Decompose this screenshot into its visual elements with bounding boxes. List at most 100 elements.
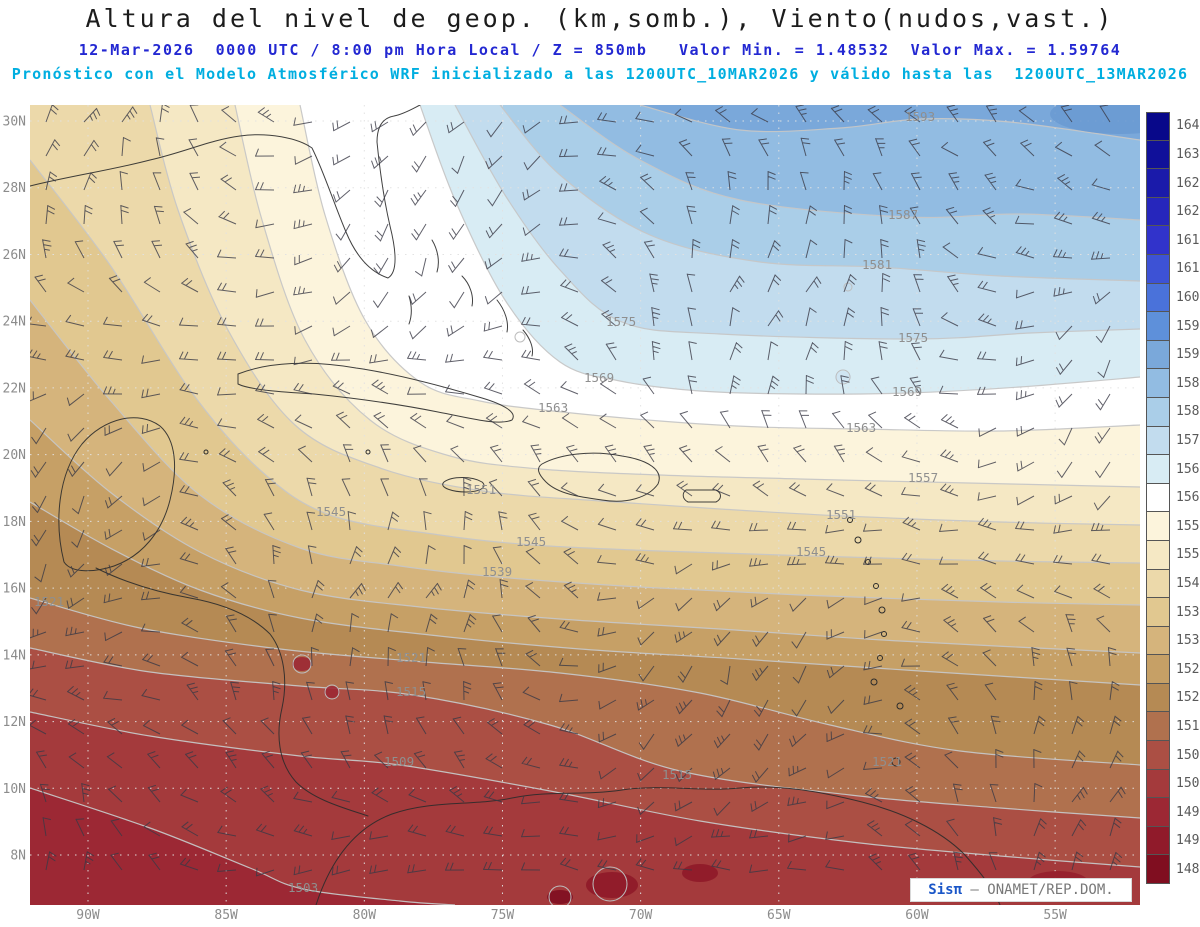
lat-tick-label: 20N bbox=[3, 448, 26, 463]
lat-tick-label: 12N bbox=[3, 715, 26, 730]
lon-tick-label: 90W bbox=[76, 908, 100, 923]
colorbar-label: 1575 bbox=[1176, 432, 1200, 448]
colorbar-label: 1587 bbox=[1176, 375, 1200, 391]
contour-label: 1521 bbox=[872, 754, 902, 769]
lon-tick-label: 70W bbox=[629, 908, 653, 923]
contour-label: 1551 bbox=[466, 482, 496, 497]
colorbar-label: 1623 bbox=[1176, 204, 1200, 220]
colorbar bbox=[1146, 112, 1170, 885]
colorbar-label: 1497 bbox=[1176, 804, 1200, 820]
contour-label: 1515 bbox=[662, 767, 692, 782]
contour-lines bbox=[30, 105, 1140, 905]
contour-label: 1569 bbox=[892, 384, 922, 399]
contour-label: 1593 bbox=[905, 109, 935, 124]
lon-tick-label: 75W bbox=[491, 908, 515, 923]
colorbar-segment bbox=[1146, 855, 1170, 885]
colorbar-label: 1545 bbox=[1176, 575, 1200, 591]
wind-barbs bbox=[30, 105, 1126, 877]
contour-labels: 1593 1587 1581 1575 1575 1569 1569 1563 1563 1557… bbox=[34, 109, 938, 895]
subtitle-model-info: Pronóstico con el Modelo Atmosférico WRF… bbox=[11, 65, 1189, 83]
lat-tick-label: 8N bbox=[10, 849, 26, 864]
contour-label: 1545 bbox=[516, 534, 546, 549]
colorbar-segment bbox=[1146, 283, 1170, 313]
colorbar-label: 1515 bbox=[1176, 718, 1200, 734]
colorbar-label: 1599 bbox=[1176, 318, 1200, 334]
colorbar-label: 1503 bbox=[1176, 776, 1200, 792]
colorbar-segment bbox=[1146, 626, 1170, 656]
colorbar-label: 1557 bbox=[1176, 518, 1200, 534]
field-bands bbox=[30, 105, 1140, 905]
contour-label: 1557 bbox=[908, 470, 938, 485]
colorbar-segment bbox=[1146, 140, 1170, 170]
contour-label: 1587 bbox=[888, 207, 918, 222]
colorbar-label: 1533 bbox=[1176, 633, 1200, 649]
colorbar-label: 1551 bbox=[1176, 547, 1200, 563]
attribution: Sisπ – ONAMET/REP.DOM. bbox=[910, 878, 1132, 902]
lat-tick-label: 26N bbox=[3, 248, 26, 263]
lat-tick-label: 10N bbox=[3, 782, 26, 797]
colorbar-label: 1539 bbox=[1176, 604, 1200, 620]
contour-label: 1563 bbox=[846, 420, 876, 435]
lon-tick-label: 85W bbox=[214, 908, 238, 923]
grid-lines bbox=[30, 105, 1140, 905]
contour-label: 1503 bbox=[288, 880, 318, 895]
contour-label: 1563 bbox=[538, 400, 568, 415]
colorbar-label: 1581 bbox=[1176, 404, 1200, 420]
colorbar-label: 1629 bbox=[1176, 175, 1200, 191]
colorbar-segment bbox=[1146, 226, 1170, 255]
colorbar-segment bbox=[1146, 512, 1170, 541]
lon-tick-label: 80W bbox=[353, 908, 377, 923]
lat-tick-label: 22N bbox=[3, 381, 26, 396]
colorbar-segment bbox=[1146, 712, 1170, 742]
lon-tick-label: 65W bbox=[767, 908, 791, 923]
lon-tick-label: 55W bbox=[1043, 908, 1067, 923]
contour-label: 1539 bbox=[482, 564, 512, 579]
contour-label: 1569 bbox=[584, 370, 614, 385]
contour-label: 1521 bbox=[34, 594, 64, 609]
colorbar-label: 1593 bbox=[1176, 347, 1200, 363]
attribution-text: – ONAMET/REP.DOM. bbox=[962, 882, 1114, 898]
colorbar-segment bbox=[1146, 455, 1170, 484]
lat-tick-label: 24N bbox=[3, 315, 26, 330]
contour-label: 1515 bbox=[396, 684, 426, 699]
colorbar-label: 1563 bbox=[1176, 490, 1200, 506]
colorbar-label: 1509 bbox=[1176, 747, 1200, 763]
axis-labels: 30N 28N 26N 24N 22N 20N 18N 16N 14N 12N 10N 8N 90W 85… bbox=[3, 115, 1068, 924]
subtitle-valid-time: 12-Mar-2026 0000 UTC / 8:00 pm Hora Loca… bbox=[78, 41, 1122, 59]
contour-label: 1545 bbox=[796, 544, 826, 559]
feature-blobs bbox=[292, 105, 1140, 905]
colorbar-label: 1485 bbox=[1176, 861, 1200, 877]
colorbar-segment bbox=[1146, 169, 1170, 198]
colorbar-label: 1527 bbox=[1176, 661, 1200, 677]
colorbar-segment bbox=[1146, 569, 1170, 599]
colorbar-label: 1521 bbox=[1176, 690, 1200, 706]
contour-label: 1521 bbox=[396, 650, 426, 665]
colorbar-segment bbox=[1146, 397, 1170, 427]
colorbar-segment bbox=[1146, 254, 1170, 284]
colorbar-label: 1617 bbox=[1176, 232, 1200, 248]
colorbar-segment bbox=[1146, 312, 1170, 341]
attribution-brand: Sisπ bbox=[928, 882, 962, 898]
page-title: Altura del nivel de geop. (km,somb.), Vi… bbox=[85, 4, 1115, 33]
colorbar-label: 1569 bbox=[1176, 461, 1200, 477]
colorbar-segment bbox=[1146, 540, 1170, 570]
contour-label: 1575 bbox=[898, 330, 928, 345]
colorbar-segment bbox=[1146, 741, 1170, 770]
colorbar-label: 1635 bbox=[1176, 146, 1200, 162]
lon-tick-label: 60W bbox=[905, 908, 929, 923]
lat-tick-label: 28N bbox=[3, 181, 26, 196]
contour-label: 1551 bbox=[826, 507, 856, 522]
colorbar-segment bbox=[1146, 655, 1170, 684]
contour-label: 1581 bbox=[862, 257, 892, 272]
colorbar-segment bbox=[1146, 683, 1170, 713]
colorbar-segment bbox=[1146, 369, 1170, 398]
colorbar-segment bbox=[1146, 112, 1170, 141]
colorbar-segment bbox=[1146, 798, 1170, 827]
colorbar-segment bbox=[1146, 426, 1170, 456]
colorbar-segment bbox=[1146, 598, 1170, 627]
colorbar-segment bbox=[1146, 340, 1170, 370]
